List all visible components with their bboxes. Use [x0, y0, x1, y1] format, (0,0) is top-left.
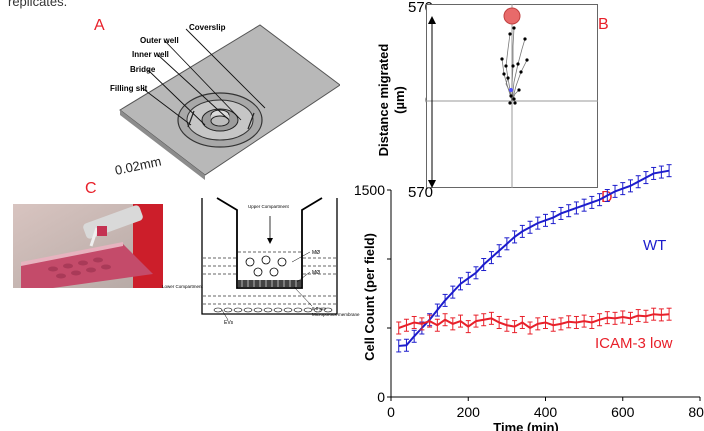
x-tick-label: 600	[611, 404, 635, 420]
diagram-label-mo1: MØ	[312, 250, 320, 256]
label-coverslip: Coverslip	[189, 23, 226, 32]
panel-b-trajectory-plot	[426, 4, 598, 188]
series-label-icam3-low: ICAM-3 low	[595, 335, 673, 352]
x-tick-label: 0	[387, 404, 395, 420]
panel-c-transwell-diagram: Upper Compartment MØ MØ Lower Compartmen…	[162, 197, 360, 326]
label-outer-well: Outer well	[140, 36, 179, 45]
diagram-label-pore: 8.0 µm	[312, 306, 326, 311]
series-label-wt: WT	[643, 237, 666, 254]
label-filling-slit: Filling slit	[110, 84, 148, 93]
x-axis-label: Time (min)	[493, 420, 559, 431]
caption-fragment: replicates.	[8, 0, 68, 9]
label-bridge: Bridge	[130, 65, 156, 74]
panel-c-photo	[13, 204, 163, 288]
panel-a-device-illustration: Coverslip Outer well Inner well Bridge F…	[110, 23, 340, 180]
label-inner-well: Inner well	[132, 50, 169, 59]
panel-label-b: B	[598, 16, 609, 33]
diagram-label-evs: EVs	[224, 320, 234, 326]
x-tick-label: 400	[534, 404, 558, 420]
y-tick-label: 1500	[354, 182, 385, 198]
x-tick-label: 800	[688, 404, 704, 420]
panel-label-c: C	[85, 180, 97, 197]
diagram-label-membrane: Microporous membrane	[312, 312, 360, 317]
plot-area: 0 1500 0 200 400 600 800 WT ICAM-3 low	[354, 164, 704, 420]
panel-label-a: A	[94, 17, 105, 34]
series-line-icam3-low	[398, 313, 670, 330]
y-axis-label: Cell Count (per field)	[362, 233, 377, 361]
panel-label-d: D	[601, 189, 613, 206]
diagram-label-lower: Lower Compartment	[162, 284, 204, 289]
x-tick-label: 200	[457, 404, 481, 420]
series-line-wt	[398, 169, 670, 347]
diagram-label-mo2: MØ	[312, 270, 320, 276]
panel-b-bottom-tick: 570	[408, 184, 434, 201]
y-tick-label: 0	[377, 389, 385, 405]
diagram-label-upper: Upper Compartment	[248, 204, 290, 209]
